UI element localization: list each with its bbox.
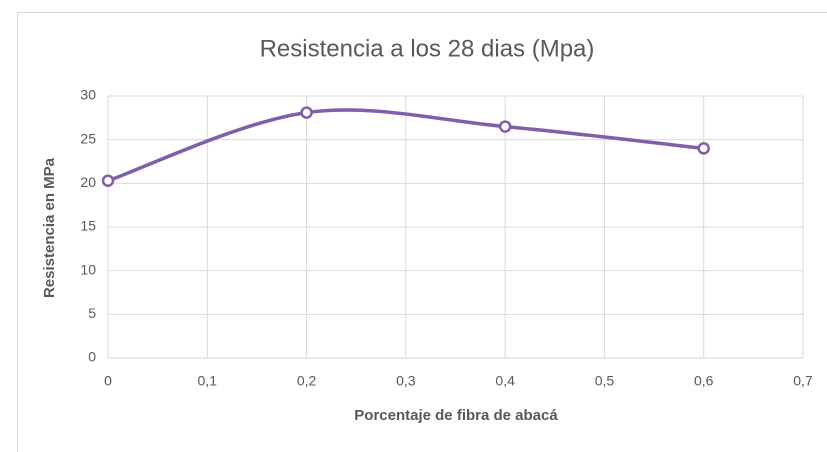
x-tick-label: 0: [104, 373, 112, 389]
chart-frame: [17, 12, 827, 452]
chart-title: Resistencia a los 28 dias (Mpa): [260, 35, 595, 62]
y-axis-label: Resistencia en MPa: [41, 157, 58, 298]
data-point: [101, 174, 115, 187]
y-tick-label: 10: [80, 261, 96, 277]
x-tick-label: 0,5: [595, 373, 615, 389]
series-line: [107, 108, 704, 183]
y-tick-label: 0: [88, 349, 96, 365]
x-tick-label: 0,4: [495, 373, 515, 389]
y-tick-label: 15: [80, 218, 96, 234]
data-point: [697, 142, 710, 155]
x-tick-label: 0,6: [694, 373, 714, 389]
x-tick-label: 0,1: [198, 373, 218, 389]
x-tick-label: 0,3: [396, 373, 416, 389]
y-tick-label: 30: [80, 87, 96, 103]
data-point: [300, 106, 313, 119]
y-tick-label: 5: [88, 305, 96, 321]
y-tick-label: 25: [80, 130, 96, 146]
x-tick-label: 0,2: [297, 373, 317, 389]
y-tick-label: 20: [80, 174, 96, 190]
x-axis-label: Porcentaje de fibra de abacá: [354, 407, 558, 424]
x-tick-label: 0,7: [793, 373, 813, 389]
data-point: [498, 120, 512, 133]
